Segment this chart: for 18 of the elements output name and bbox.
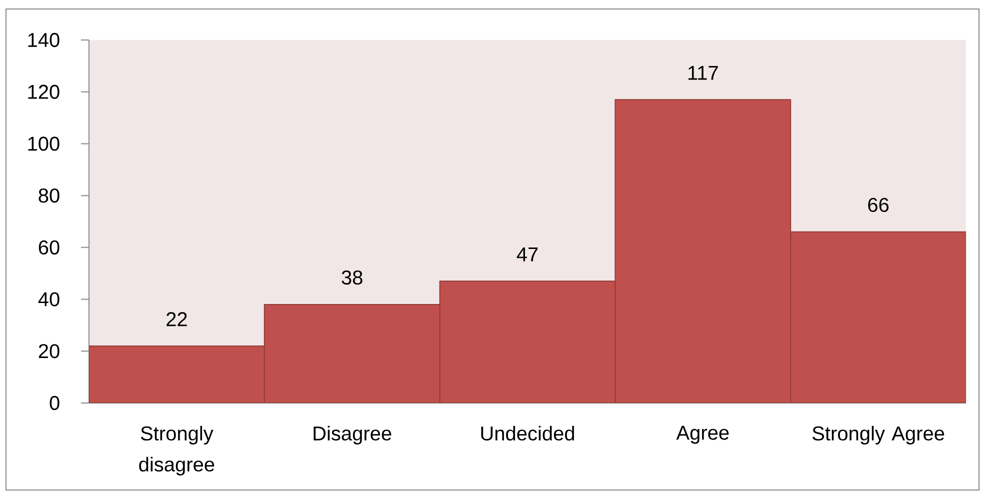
y-tick-label: 40 [38,292,60,306]
x-tick-label: Strongly disagree [139,426,214,476]
y-tick-label: 20 [38,344,60,358]
y-tick-label: 60 [38,240,60,254]
data-label: 47 [516,248,538,262]
data-label: 22 [166,312,187,326]
data-label: 38 [342,270,362,285]
data-label: 66 [868,198,889,212]
x-tick-label: Strongly Agree [812,426,944,445]
y-tick-label: 140 [28,32,60,48]
y-tick-label: 120 [28,84,60,99]
data-label: 117 [688,66,718,80]
x-tick-label: Disagree [314,426,392,445]
x-tick-label: Undecided [481,426,574,441]
x-tick-label: Agree [676,426,729,444]
y-tick-label: 0 [50,396,60,410]
y-tick-label: 80 [38,188,60,203]
y-tick-label: 100 [28,136,60,151]
